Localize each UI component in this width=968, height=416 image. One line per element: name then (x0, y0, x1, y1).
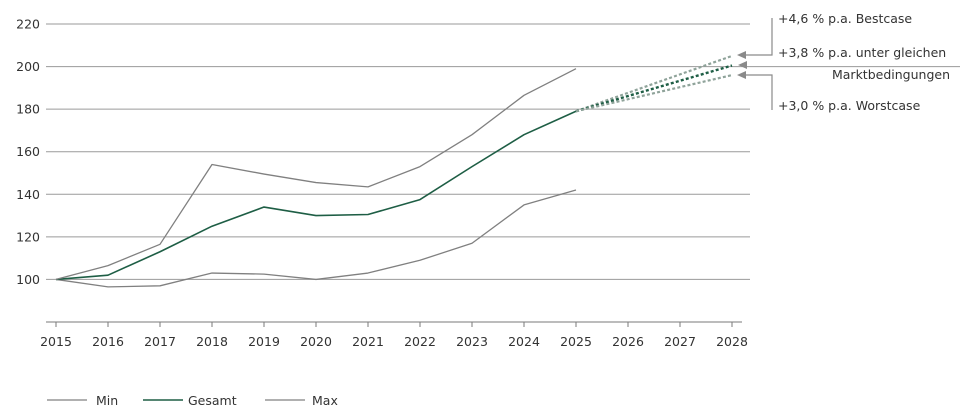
data-series (55, 68, 577, 288)
x-tick-label: 2023 (456, 334, 488, 349)
x-tick-label: 2021 (352, 334, 384, 349)
worstcase-arrow (737, 71, 746, 79)
bestcase-label: +4,6 % p.a. Bestcase (778, 11, 912, 26)
x-tick-label: 2024 (508, 334, 540, 349)
gridlines (46, 23, 960, 280)
legend: Min Gesamt Max (47, 393, 338, 408)
y-tick-label: 120 (16, 229, 40, 244)
maincase-label-line-2: Marktbedingungen (832, 67, 950, 82)
x-tick-label: 2015 (40, 334, 72, 349)
bestcase-arrow (737, 51, 746, 59)
y-tick-label: 200 (16, 59, 40, 74)
y-tick-label: 180 (16, 102, 40, 117)
x-axis (46, 321, 742, 327)
x-tick-label: 2017 (144, 334, 176, 349)
y-tick-labels: 100 120 140 160 180 200 220 (16, 17, 40, 287)
legend-label-max: Max (312, 393, 338, 408)
maincase-arrow (738, 61, 747, 69)
legend-label-gesamt: Gesamt (188, 393, 237, 408)
x-tick-label: 2027 (664, 334, 696, 349)
y-tick-label: 160 (16, 144, 40, 159)
x-tick-label: 2028 (716, 334, 748, 349)
x-tick-label: 2026 (612, 334, 644, 349)
bestcase-connector (744, 18, 773, 56)
projection-lines (575, 54, 733, 113)
x-tick-label: 2016 (92, 334, 124, 349)
x-tick-labels: 2015 2016 2017 2018 2019 2020 2021 2022 2023 2024… (40, 334, 748, 349)
projection-annotations: +4,6 % p.a. Bestcase +3,8 % p.a. unter gl… (737, 11, 950, 113)
maincase-label-line-1: +3,8 % p.a. unter gleichen (778, 45, 946, 60)
x-tick-label: 2020 (300, 334, 332, 349)
y-tick-label: 100 (16, 272, 40, 287)
series-line-min (55, 189, 577, 288)
series-line-max (55, 68, 577, 281)
projection-line-1 (575, 54, 733, 113)
worstcase-label: +3,0 % p.a. Worstcase (778, 98, 921, 113)
y-tick-label: 140 (16, 187, 40, 202)
x-tick-label: 2018 (196, 334, 228, 349)
projection-line-2 (575, 64, 733, 113)
worstcase-connector (744, 74, 773, 110)
y-tick-label: 220 (16, 17, 40, 32)
projection-line-3 (575, 74, 733, 113)
x-tick-label: 2022 (404, 334, 436, 349)
legend-label-min: Min (96, 393, 118, 408)
series-line-gesamt (55, 110, 577, 281)
x-tick-label: 2019 (248, 334, 280, 349)
x-tick-label: 2025 (560, 334, 592, 349)
